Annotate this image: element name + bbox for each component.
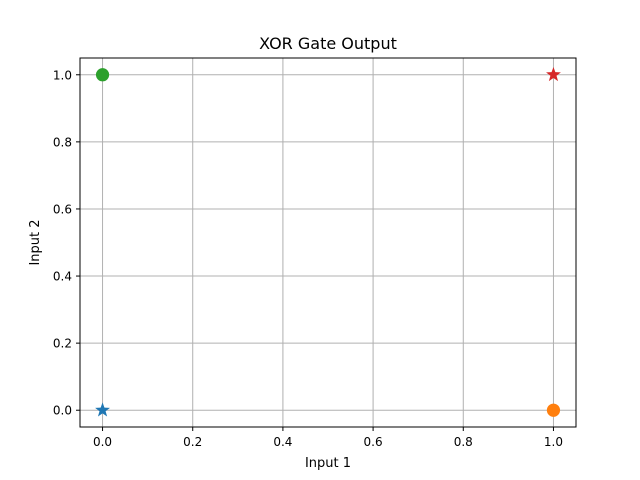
- data-point-star: [95, 402, 110, 417]
- x-tick-label: 0.6: [364, 435, 383, 449]
- data-point-circle: [95, 68, 110, 82]
- grid-lines: [80, 58, 576, 427]
- y-tick-label: 0.0: [53, 404, 72, 418]
- y-tick-label: 0.2: [53, 337, 72, 351]
- x-tick-label: 0.4: [273, 435, 292, 449]
- x-tick-label: 0.8: [454, 435, 473, 449]
- x-tick-label: 1.0: [544, 435, 563, 449]
- chart-title: XOR Gate Output: [259, 34, 397, 53]
- y-tick-label: 0.8: [53, 135, 72, 149]
- plot-frame: [79, 57, 577, 428]
- data-point-star: [546, 66, 561, 82]
- data-point-circle: [546, 403, 561, 417]
- y-tick-label: 1.0: [53, 68, 72, 82]
- y-axis-label: Input 2: [28, 219, 43, 265]
- y-tick-label: 0.6: [53, 202, 72, 216]
- axis-ticks: 0.0 0.2 0.4 0.6 0.8 1.0 0.0 0.2 0.4 0.6 0.8 1.0: [53, 68, 563, 449]
- x-tick-label: 0.2: [183, 435, 202, 449]
- data-points: [95, 66, 561, 417]
- x-axis-label: Input 1: [305, 456, 351, 471]
- x-tick-label: 0.0: [93, 435, 112, 449]
- y-tick-label: 0.4: [53, 270, 72, 284]
